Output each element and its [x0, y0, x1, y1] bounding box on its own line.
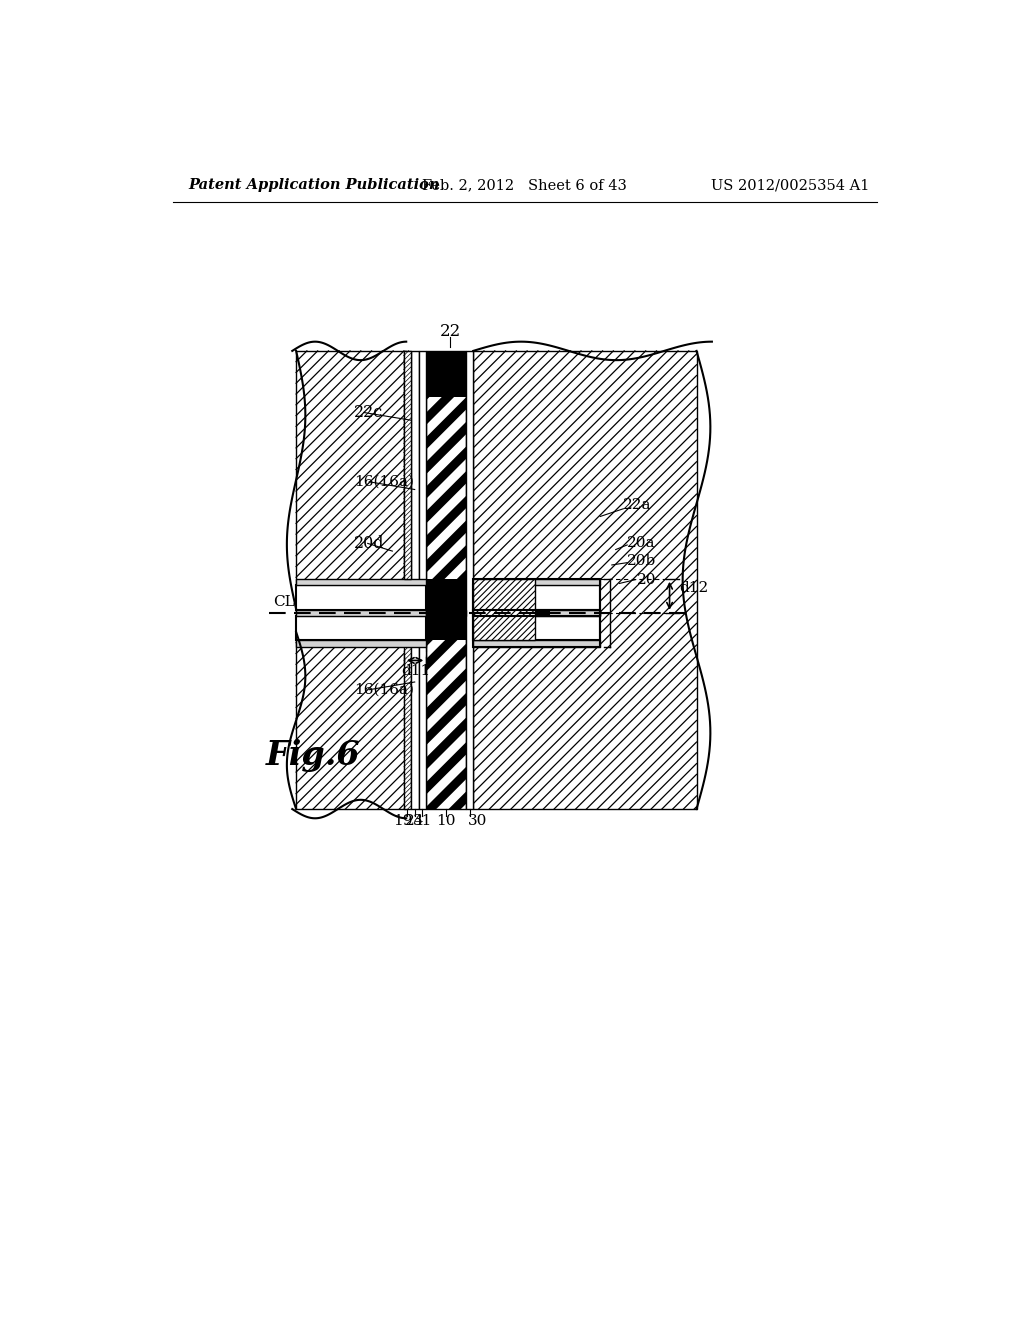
Polygon shape	[646, 351, 1024, 809]
Text: 24: 24	[404, 813, 424, 828]
Text: 20a: 20a	[628, 536, 655, 550]
Polygon shape	[818, 351, 1024, 809]
Text: 20d: 20d	[354, 535, 384, 552]
Bar	[403, 351, 411, 809]
Polygon shape	[596, 351, 1024, 809]
Polygon shape	[177, 351, 648, 809]
Text: 10: 10	[436, 813, 456, 828]
Polygon shape	[621, 351, 1024, 809]
Bar	[296, 578, 426, 585]
Bar	[296, 585, 426, 610]
Bar	[473, 640, 600, 647]
Polygon shape	[103, 351, 574, 809]
Polygon shape	[54, 351, 524, 809]
Text: 22: 22	[439, 323, 461, 341]
Polygon shape	[941, 351, 1024, 809]
Text: 31: 31	[413, 813, 432, 828]
Polygon shape	[695, 351, 1024, 809]
Bar	[473, 610, 600, 647]
Polygon shape	[547, 351, 1018, 809]
Polygon shape	[0, 351, 451, 809]
Polygon shape	[867, 351, 1024, 809]
Bar	[473, 351, 696, 809]
Polygon shape	[375, 351, 845, 809]
Bar	[426, 579, 466, 610]
Text: US 2012/0025354 A1: US 2012/0025354 A1	[712, 178, 869, 193]
Polygon shape	[473, 351, 944, 809]
Polygon shape	[5, 351, 475, 809]
Polygon shape	[671, 351, 1024, 809]
Polygon shape	[769, 351, 1024, 809]
Polygon shape	[30, 351, 500, 809]
Polygon shape	[226, 351, 697, 809]
Polygon shape	[399, 351, 869, 809]
Polygon shape	[794, 351, 1024, 809]
Polygon shape	[326, 351, 796, 809]
Polygon shape	[350, 351, 820, 809]
Bar	[473, 578, 600, 615]
Text: Fig.6: Fig.6	[265, 739, 359, 772]
Polygon shape	[252, 351, 722, 809]
Bar	[403, 351, 411, 579]
Bar	[296, 632, 407, 809]
Text: 16(16a): 16(16a)	[354, 682, 414, 697]
Polygon shape	[744, 351, 1024, 809]
Bar	[426, 610, 466, 640]
Text: Feb. 2, 2012   Sheet 6 of 43: Feb. 2, 2012 Sheet 6 of 43	[422, 178, 628, 193]
Text: 30: 30	[468, 813, 487, 828]
Bar	[473, 578, 600, 585]
Polygon shape	[916, 351, 1024, 809]
Polygon shape	[153, 351, 624, 809]
Text: 19: 19	[393, 813, 413, 828]
Bar	[411, 351, 419, 809]
Polygon shape	[571, 351, 1024, 809]
Bar	[426, 351, 466, 397]
Text: d12: d12	[680, 581, 709, 595]
Bar	[296, 351, 407, 609]
Polygon shape	[843, 351, 1024, 809]
Polygon shape	[449, 351, 920, 809]
Text: 20b: 20b	[628, 554, 656, 568]
Polygon shape	[301, 351, 771, 809]
Polygon shape	[522, 351, 993, 809]
Bar	[473, 610, 600, 615]
Bar	[473, 615, 600, 640]
Text: CL: CL	[273, 595, 295, 609]
Polygon shape	[892, 351, 1024, 809]
Polygon shape	[498, 351, 969, 809]
Bar	[285, 289, 746, 829]
Text: d11: d11	[400, 664, 430, 678]
Bar	[296, 640, 426, 647]
Polygon shape	[720, 351, 1024, 809]
Bar	[296, 610, 426, 615]
Polygon shape	[276, 351, 746, 809]
Bar	[419, 351, 426, 809]
Text: 22c: 22c	[354, 404, 383, 421]
Text: Patent Application Publication: Patent Application Publication	[188, 178, 440, 193]
Bar	[473, 610, 600, 615]
Bar	[473, 585, 600, 610]
Polygon shape	[128, 351, 599, 809]
Bar	[473, 578, 535, 640]
Polygon shape	[202, 351, 673, 809]
Text: 20: 20	[637, 573, 656, 586]
Text: 16(16a): 16(16a)	[354, 475, 414, 488]
Polygon shape	[426, 610, 466, 615]
Polygon shape	[424, 351, 894, 809]
Text: 22a: 22a	[624, 498, 652, 512]
Polygon shape	[79, 351, 550, 809]
Bar	[296, 615, 426, 640]
Bar	[535, 610, 550, 615]
Bar	[466, 351, 473, 809]
Polygon shape	[0, 351, 426, 809]
Bar	[426, 351, 466, 809]
Bar	[296, 610, 426, 615]
